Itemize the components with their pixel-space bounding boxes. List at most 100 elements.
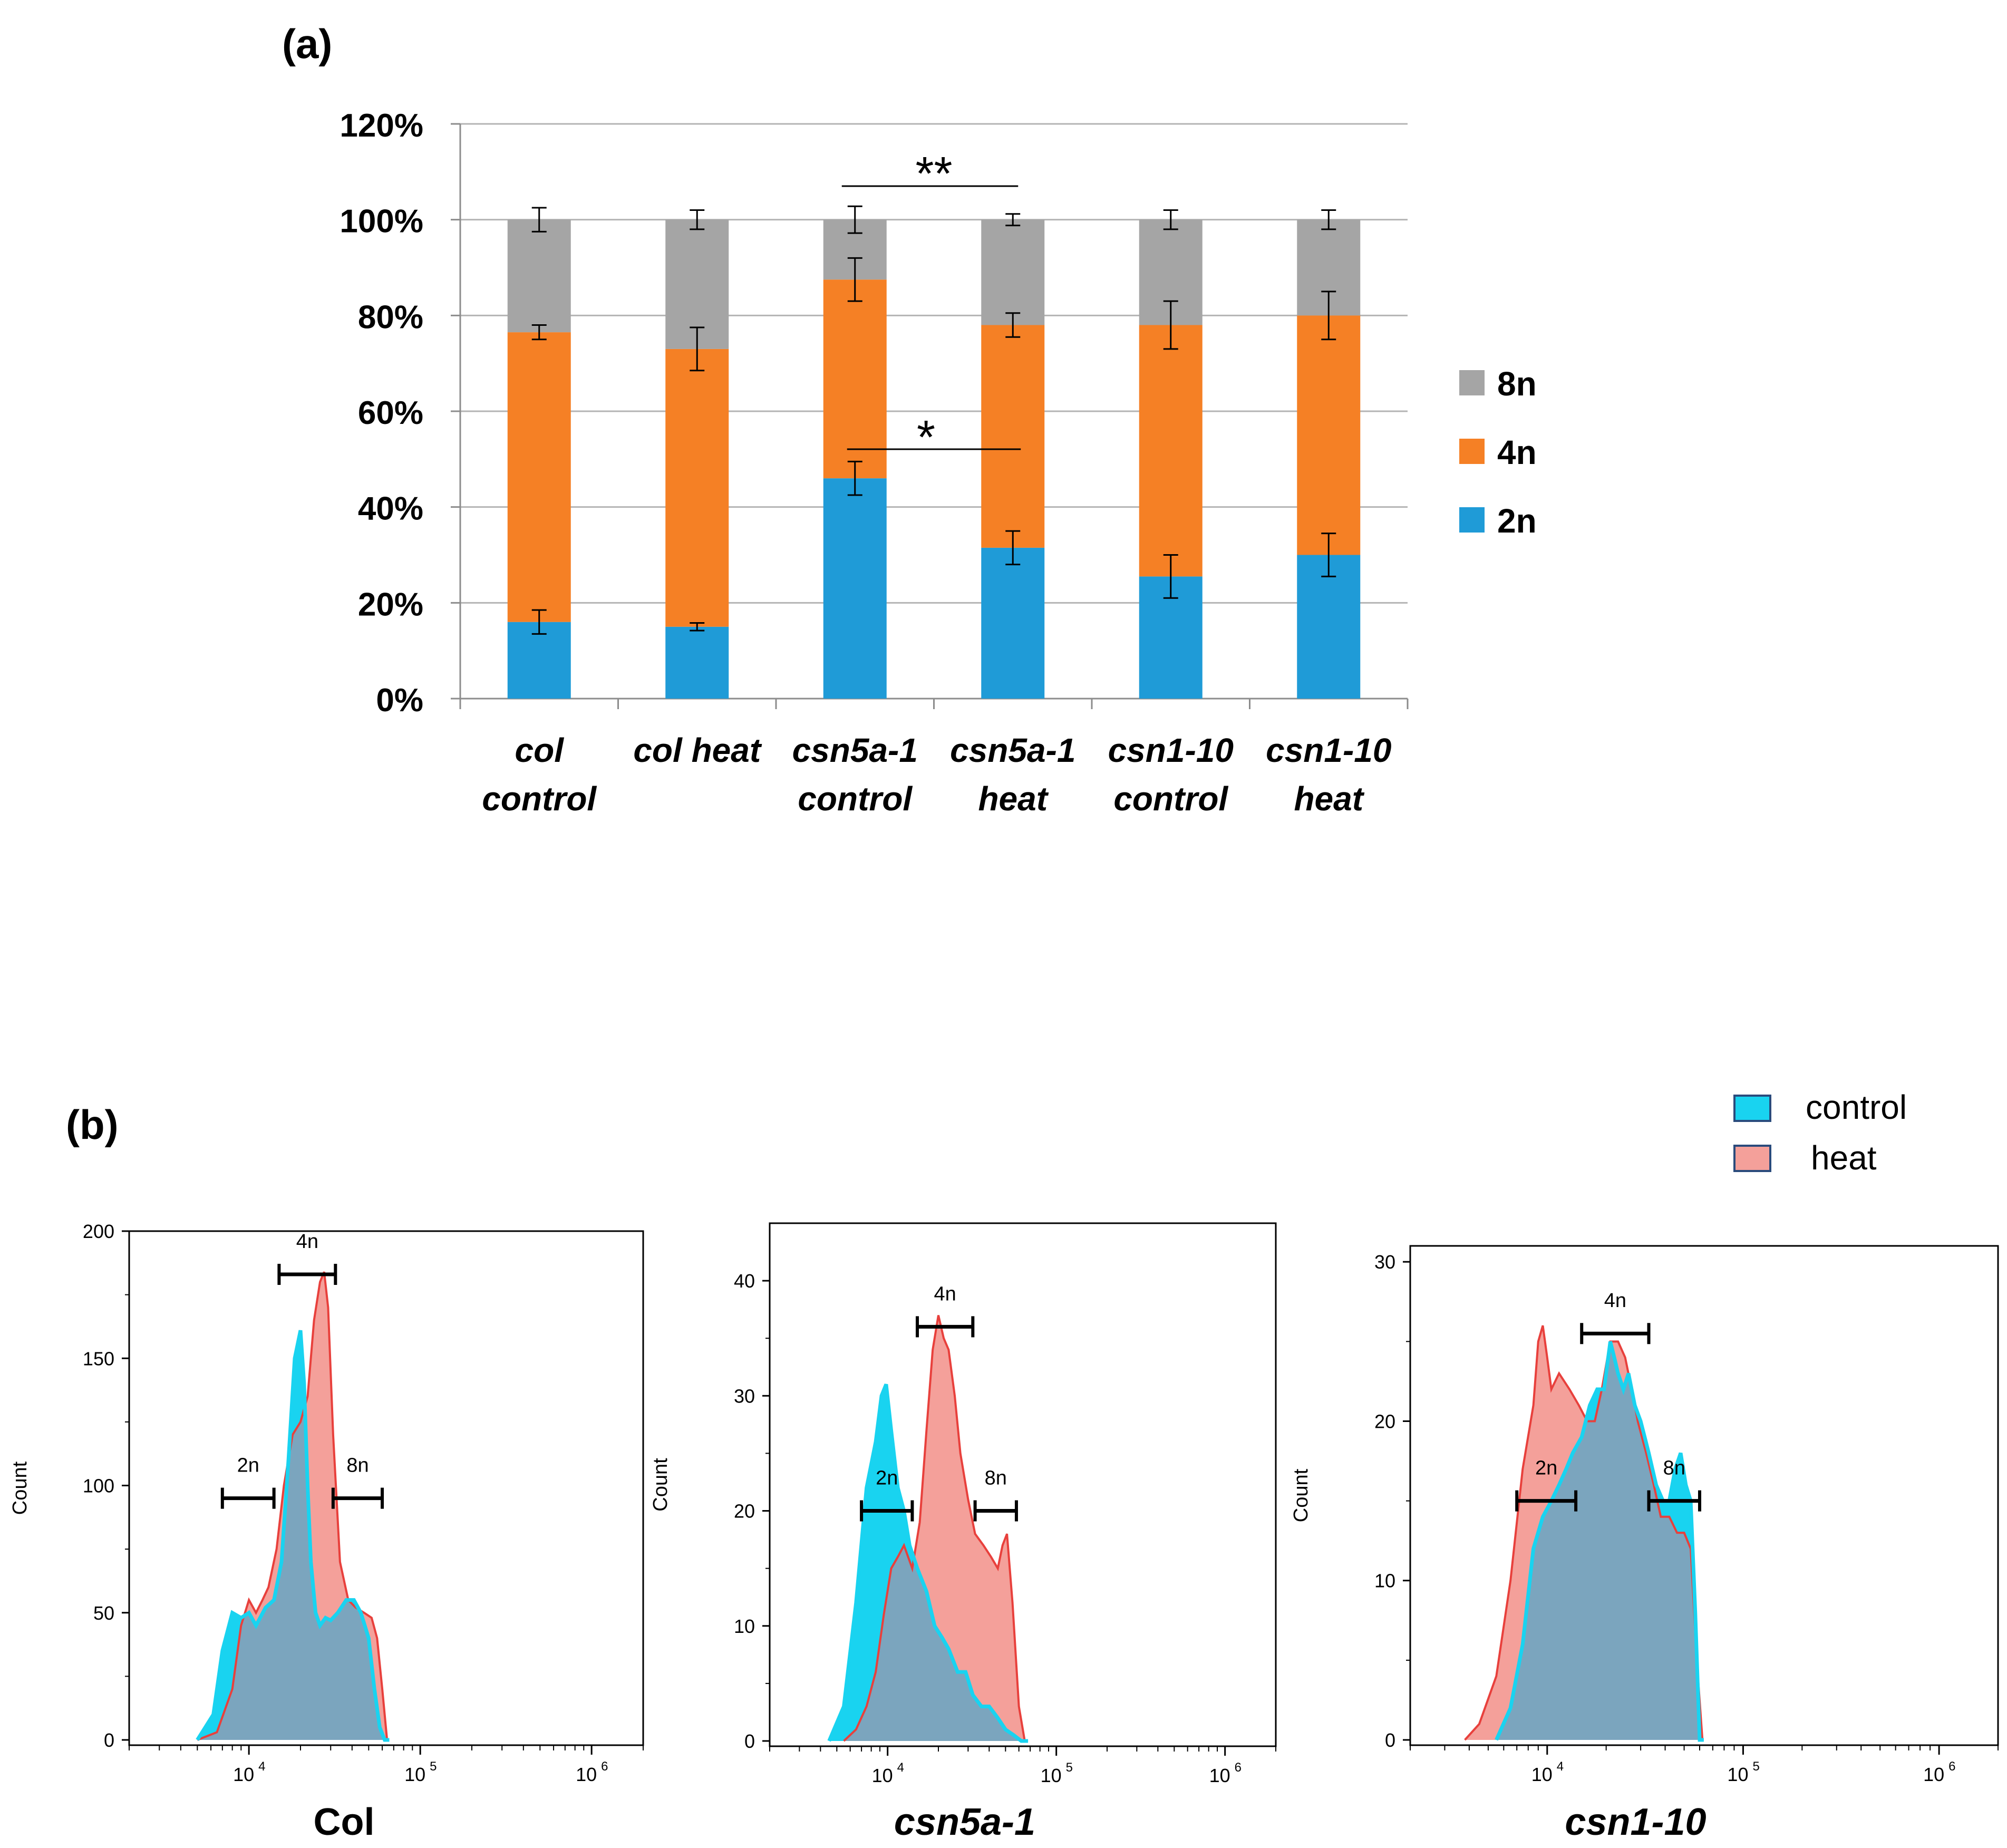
x-tick-label: csn1-10 [1266, 731, 1391, 769]
significance-single: * [917, 411, 935, 464]
bar-4n [1297, 315, 1361, 555]
bar-2n [981, 547, 1045, 699]
histogram-csn5a-1: 0 10 20 30 40 Count 10 4 10 5 10 6 2n 4n 8n csn5a-1 [649, 1222, 1277, 1843]
x-tick-label: col [515, 731, 565, 769]
legend-label-control: control [1806, 1088, 1907, 1126]
plot-frame [769, 1222, 1277, 1747]
legend-swatch-8n [1459, 370, 1485, 395]
stacked-bar-chart: 0% 20% 40% 60% 80% 100% 120% col control col heat… [340, 108, 1536, 818]
x-tick-label: csn1-10 [1108, 731, 1234, 769]
y-tick-label: 30 [734, 1385, 755, 1407]
x-tick-exponent: 5 [1752, 1759, 1759, 1774]
y-tick-label: 0 [744, 1730, 755, 1752]
x-tick-label: 10 [1041, 1765, 1062, 1786]
y-tick-label: 50 [93, 1602, 114, 1624]
x-tick-label: 10 [576, 1764, 597, 1785]
y-tick-label: 0 [104, 1729, 114, 1751]
x-tick-label: heat [978, 780, 1049, 818]
x-tick-label: col heat [633, 731, 762, 769]
y-tick-label: 0 [1385, 1729, 1395, 1751]
gate-label-8n: 8n [1663, 1457, 1685, 1479]
x-tick-label: control [798, 780, 913, 818]
legend-swatch-4n [1459, 439, 1485, 464]
y-tick-label: 40% [358, 491, 423, 527]
x-tick-exponent: 6 [601, 1759, 608, 1774]
y-tick-label: 10 [734, 1615, 755, 1637]
y-tick-label: 100% [340, 204, 423, 240]
panel-a-label: (a) [282, 21, 332, 67]
y-tick-label: 0% [376, 682, 423, 719]
flow-legend: control heat [1733, 1088, 1907, 1177]
x-tick-label: 10 [1727, 1764, 1748, 1785]
y-axis-title: Count [1290, 1468, 1312, 1522]
x-tick-label: 10 [404, 1764, 425, 1785]
x-tick-exponent: 5 [1066, 1760, 1073, 1775]
bar-4n [1139, 325, 1203, 577]
legend-swatch-control [1733, 1095, 1771, 1122]
panel-b-label: (b) [66, 1101, 119, 1148]
plot-frame [128, 1230, 644, 1746]
bar-4n [665, 349, 729, 627]
x-tick-exponent: 6 [1235, 1760, 1242, 1775]
bar-4n [981, 325, 1045, 548]
legend-label-8n: 8n [1497, 365, 1537, 403]
bar-2n [823, 478, 887, 699]
x-tick-label: 10 [1531, 1764, 1553, 1785]
histogram-csn1-10: 0 10 20 30 Count 10 4 10 5 10 6 2n 4n 8n csn1-10 [1290, 1245, 1999, 1843]
bar-4n [507, 332, 571, 622]
x-tick-label: 10 [872, 1765, 893, 1786]
x-tick-exponent: 4 [897, 1760, 904, 1775]
control-line [827, 1383, 1029, 1743]
heat-line [843, 1315, 1026, 1742]
legend-label-heat: heat [1811, 1139, 1877, 1177]
overlap-area [197, 1330, 387, 1740]
bar-2n [665, 626, 729, 699]
bar-2n [1297, 555, 1361, 699]
gate-label-2n: 2n [876, 1467, 898, 1489]
x-tick-label: csn5a-1 [950, 731, 1075, 769]
x-tick-label: control [1113, 780, 1228, 818]
histogram-title: Col [314, 1801, 375, 1843]
x-tick-exponent: 4 [258, 1759, 265, 1774]
control-line [196, 1330, 390, 1742]
bar-2n [507, 622, 571, 699]
gate-label-8n: 8n [346, 1455, 369, 1477]
histogram-col: 0 50 100 150 200 Count 10 4 10 5 10 6 2n 4n 8n Col [9, 1221, 644, 1843]
x-tick-label: csn5a-1 [792, 731, 918, 769]
legend-label-4n: 4n [1497, 433, 1537, 471]
y-axis-title: Count [649, 1458, 672, 1512]
gate-label-8n: 8n [985, 1467, 1007, 1489]
legend-label-2n: 2n [1497, 502, 1537, 540]
legend-swatch-heat [1733, 1145, 1771, 1172]
x-tick-label: 10 [1209, 1765, 1230, 1786]
x-tick-exponent: 4 [1557, 1759, 1564, 1774]
bar-4n [823, 279, 887, 479]
histogram-title: csn5a-1 [894, 1801, 1035, 1843]
bar-8n [981, 219, 1045, 325]
y-tick-label: 200 [83, 1221, 114, 1242]
x-tick-exponent: 6 [1948, 1759, 1955, 1774]
y-tick-label: 20 [734, 1501, 755, 1522]
legend-swatch-2n [1459, 507, 1485, 533]
y-tick-label: 100 [83, 1475, 114, 1497]
gate-label-4n: 4n [296, 1231, 318, 1253]
x-tick-exponent: 5 [430, 1759, 437, 1774]
x-tick-label: control [482, 780, 597, 818]
bar-8n [507, 219, 571, 333]
y-tick-label: 80% [358, 299, 423, 335]
y-tick-label: 150 [83, 1348, 114, 1369]
y-tick-label: 120% [340, 108, 423, 144]
y-axis-title: Count [9, 1461, 31, 1515]
x-tick-label: 10 [1923, 1764, 1944, 1785]
heat-line [1464, 1325, 1704, 1741]
y-tick-label: 40 [734, 1270, 755, 1292]
y-tick-label: 20 [1374, 1410, 1395, 1432]
y-tick-label: 30 [1374, 1251, 1395, 1273]
y-tick-label: 10 [1374, 1570, 1395, 1592]
y-tick-label: 60% [358, 395, 423, 431]
gate-label-2n: 2n [237, 1455, 259, 1477]
gate-label-2n: 2n [1535, 1457, 1557, 1479]
heat-line [197, 1271, 389, 1741]
histogram-title: csn1-10 [1565, 1801, 1706, 1843]
